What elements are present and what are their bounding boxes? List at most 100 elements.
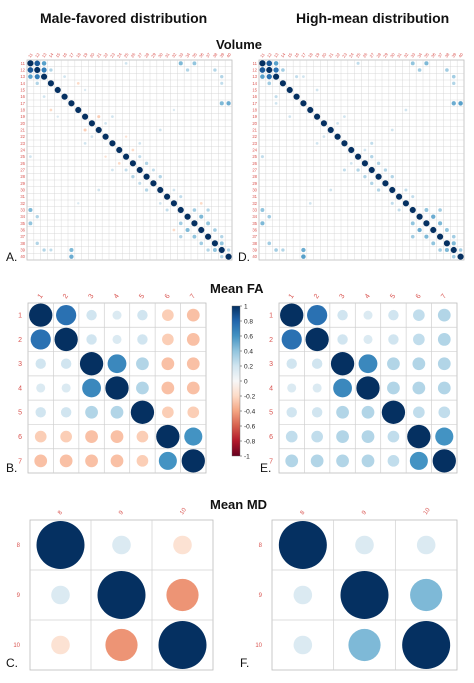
correlation-circle bbox=[219, 241, 224, 246]
correlation-circle bbox=[151, 168, 155, 172]
row-tick-label: 15 bbox=[252, 87, 257, 92]
row-tick-label: 37 bbox=[252, 234, 257, 239]
column-tick-label: 20 bbox=[89, 51, 96, 58]
column-tick-label: 39 bbox=[218, 51, 225, 58]
correlation-circle bbox=[137, 309, 148, 321]
correlation-circle bbox=[137, 334, 148, 345]
row-tick-label: 23 bbox=[252, 141, 257, 146]
row-tick-label: 6 bbox=[269, 434, 273, 441]
column-tick-label: 12 bbox=[34, 51, 41, 58]
correlation-circle bbox=[212, 248, 217, 252]
column-tick-label: 14 bbox=[48, 51, 55, 58]
correlation-circle bbox=[61, 93, 68, 100]
correlation-circle bbox=[220, 74, 224, 79]
correlation-circle bbox=[112, 535, 131, 555]
correlation-circle bbox=[370, 141, 374, 145]
correlation-circle bbox=[220, 254, 224, 259]
correlation-circle bbox=[457, 253, 464, 260]
correlation-circle bbox=[451, 101, 456, 106]
correlation-grid-a: 1111121213131414151516161717181819192020… bbox=[20, 51, 232, 261]
correlation-circle bbox=[383, 168, 388, 172]
column-tick-label: 9 bbox=[361, 509, 368, 516]
colorbar-tick-label: -0.2 bbox=[244, 394, 256, 401]
correlation-grid-c: 8 8 9 9 10 10 bbox=[13, 507, 214, 671]
correlation-circle bbox=[97, 115, 101, 119]
correlation-circle bbox=[206, 208, 210, 212]
correlation-circle bbox=[397, 208, 401, 212]
row-tick-label: 20 bbox=[20, 121, 25, 126]
row-tick-label: 1 bbox=[18, 313, 22, 320]
correlation-circle bbox=[259, 67, 266, 73]
correlation-circle bbox=[77, 202, 80, 205]
correlation-circle bbox=[205, 233, 212, 240]
correlation-circle bbox=[295, 75, 299, 79]
correlation-circle bbox=[186, 308, 200, 322]
correlation-circle bbox=[158, 451, 177, 470]
column-tick-label: 16 bbox=[61, 51, 68, 58]
correlation-circle bbox=[136, 381, 149, 395]
column-tick-label: 20 bbox=[321, 51, 328, 58]
correlation-circle bbox=[387, 430, 400, 443]
correlation-circle bbox=[111, 115, 114, 119]
correlation-circle bbox=[404, 108, 408, 112]
correlation-circle bbox=[402, 621, 451, 669]
correlation-circle bbox=[361, 454, 375, 468]
correlation-circle bbox=[158, 128, 162, 132]
row-tick-label: 38 bbox=[20, 241, 25, 246]
column-tick-label: 34 bbox=[184, 51, 191, 58]
row-tick-label: 22 bbox=[20, 134, 25, 139]
row-tick-label: 39 bbox=[252, 247, 257, 252]
correlation-circle bbox=[104, 121, 107, 125]
correlation-circle bbox=[279, 80, 286, 87]
correlation-circle bbox=[36, 521, 85, 569]
correlation-circle bbox=[412, 381, 426, 395]
row-tick-label: 40 bbox=[20, 254, 25, 259]
correlation-circle bbox=[60, 358, 72, 369]
row-tick-label: 16 bbox=[20, 94, 25, 99]
correlation-circle bbox=[75, 106, 82, 114]
row-tick-label: 10 bbox=[13, 643, 20, 649]
correlation-circle bbox=[83, 88, 87, 92]
correlation-circle bbox=[179, 195, 183, 199]
correlation-circle bbox=[97, 571, 146, 619]
correlation-circle bbox=[376, 161, 381, 166]
row-tick-label: 23 bbox=[20, 141, 25, 146]
correlation-circle bbox=[79, 352, 104, 376]
correlation-circle bbox=[54, 86, 61, 94]
correlation-circle bbox=[315, 141, 319, 145]
correlation-circle bbox=[416, 213, 423, 220]
row-tick-label: 35 bbox=[20, 221, 25, 226]
correlation-circle bbox=[49, 248, 53, 252]
column-tick-label: 10 bbox=[179, 507, 188, 516]
column-tick-label: 12 bbox=[266, 51, 273, 58]
correlation-circle bbox=[42, 95, 46, 99]
correlation-circle bbox=[158, 621, 207, 669]
correlation-circle bbox=[361, 160, 368, 167]
row-tick-label: 14 bbox=[252, 81, 257, 86]
correlation-circle bbox=[162, 309, 174, 321]
column-tick-label: 40 bbox=[457, 51, 464, 58]
correlation-circle bbox=[458, 248, 463, 252]
correlation-circle bbox=[187, 406, 200, 419]
column-tick-label: 17 bbox=[300, 51, 307, 58]
column-tick-label: 24 bbox=[116, 51, 123, 58]
correlation-circle bbox=[164, 193, 171, 200]
correlation-circle bbox=[293, 635, 313, 655]
correlation-circle bbox=[218, 246, 225, 254]
correlation-circle bbox=[184, 213, 191, 220]
panel-label-a: A. bbox=[6, 250, 18, 264]
correlation-circle bbox=[288, 115, 292, 119]
correlation-circle bbox=[60, 430, 72, 443]
correlation-circle bbox=[213, 68, 217, 72]
correlation-circle bbox=[315, 88, 319, 92]
correlation-circle bbox=[390, 201, 394, 205]
row-tick-label: 34 bbox=[252, 214, 257, 219]
correlation-circle bbox=[412, 357, 426, 371]
column-tick-label: 25 bbox=[355, 51, 362, 58]
row-tick-label: 16 bbox=[252, 94, 257, 99]
column-tick-label: 6 bbox=[415, 293, 423, 300]
column-tick-label: 23 bbox=[109, 51, 116, 58]
correlation-circle bbox=[387, 357, 400, 371]
correlation-circle bbox=[458, 101, 463, 106]
row-tick-label: 28 bbox=[20, 174, 25, 179]
